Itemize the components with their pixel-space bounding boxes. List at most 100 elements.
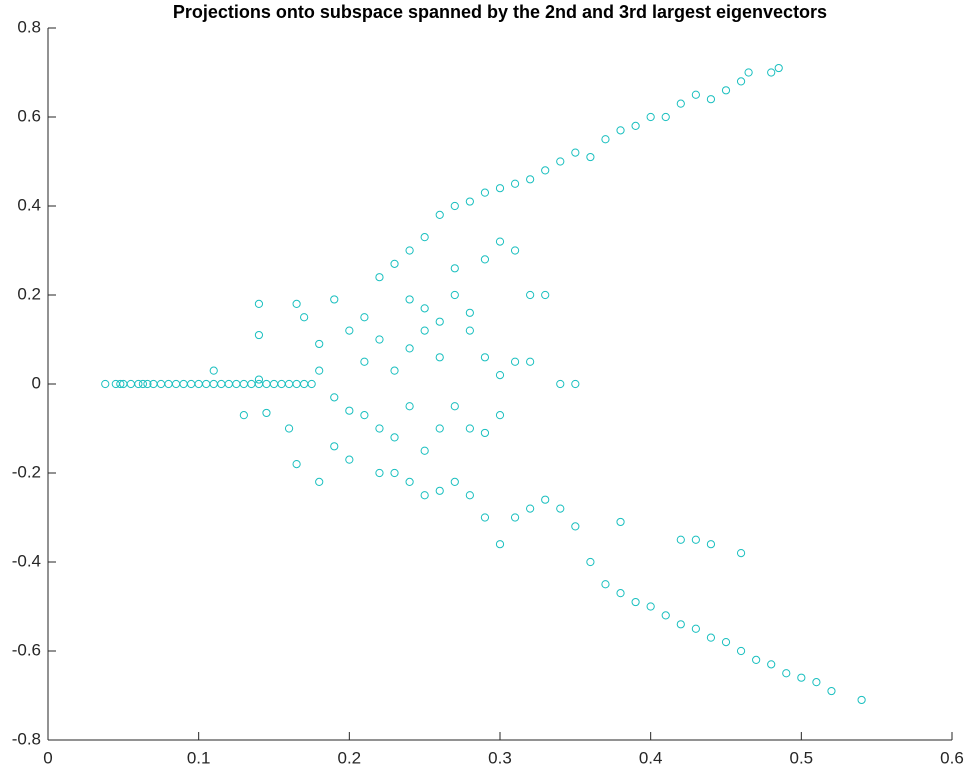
point [375,424,384,433]
point [435,486,444,495]
point [774,63,783,73]
point [495,540,505,549]
point [556,504,565,513]
point [143,379,152,389]
point [247,379,256,389]
point [405,246,414,255]
point [435,353,444,362]
point [510,513,520,522]
point [315,477,324,486]
point [450,477,459,486]
point [631,121,640,131]
point [767,660,776,669]
point [345,406,354,415]
point [646,112,655,122]
point [254,375,264,384]
point [156,379,166,389]
point [480,255,490,264]
point [292,379,301,389]
point [556,379,565,389]
point [676,620,685,629]
point [465,308,474,317]
point [465,424,474,433]
point [616,589,625,598]
point [405,344,414,353]
point [586,557,595,567]
point [262,408,271,418]
point [526,357,535,366]
point [510,357,520,366]
point [480,428,490,438]
point [782,669,791,678]
point [495,411,505,420]
point [405,295,414,304]
x-tick-label: 0.2 [338,748,362,767]
point [857,695,866,705]
point [495,184,505,193]
point [134,379,143,389]
point [495,237,505,246]
y-tick-label: -0.6 [12,640,41,659]
point [812,678,821,687]
point [232,379,241,389]
point [721,638,731,647]
point [187,379,196,389]
point [480,353,490,362]
point [526,175,535,184]
x-tick-label: 0.3 [488,748,512,767]
x-tick-label: 0 [43,748,52,767]
point [420,491,429,500]
point [116,379,125,389]
point [706,540,716,549]
point [300,379,309,389]
point [616,126,625,135]
point [209,366,218,375]
y-tick-label: 0 [32,373,41,392]
point [138,379,148,389]
point [360,313,369,322]
point [616,517,625,527]
point [450,264,459,273]
point [480,513,490,522]
point [277,379,286,389]
point [375,468,384,478]
point [495,371,505,380]
point [239,379,248,389]
point [556,157,565,166]
point [736,77,746,86]
point [435,210,444,219]
point [526,290,535,300]
point [345,326,354,335]
point [510,246,520,255]
point [239,411,248,420]
point [601,580,610,589]
point [284,379,294,389]
point [217,379,226,389]
point [405,477,414,486]
point [601,135,610,144]
point [435,317,444,326]
point [571,148,580,157]
y-tick-label: 0.2 [17,284,41,303]
point [330,393,339,402]
point [736,549,746,558]
point [541,166,550,175]
point [541,290,550,300]
chart-title: Projections onto subspace spanned by the… [173,2,827,22]
point [254,299,264,308]
x-tick-label: 0.5 [790,748,814,767]
point [300,313,309,322]
point [420,304,429,313]
point [375,273,384,282]
point [721,86,731,95]
point [194,379,203,389]
point [420,326,429,335]
point [526,504,535,513]
point [420,233,429,242]
point [450,290,459,300]
point [706,633,716,642]
point [435,424,444,433]
y-tick-label: 0.8 [17,17,41,36]
point [390,468,399,478]
